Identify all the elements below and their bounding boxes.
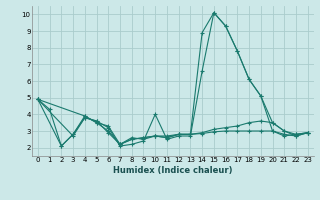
X-axis label: Humidex (Indice chaleur): Humidex (Indice chaleur) — [113, 166, 233, 175]
